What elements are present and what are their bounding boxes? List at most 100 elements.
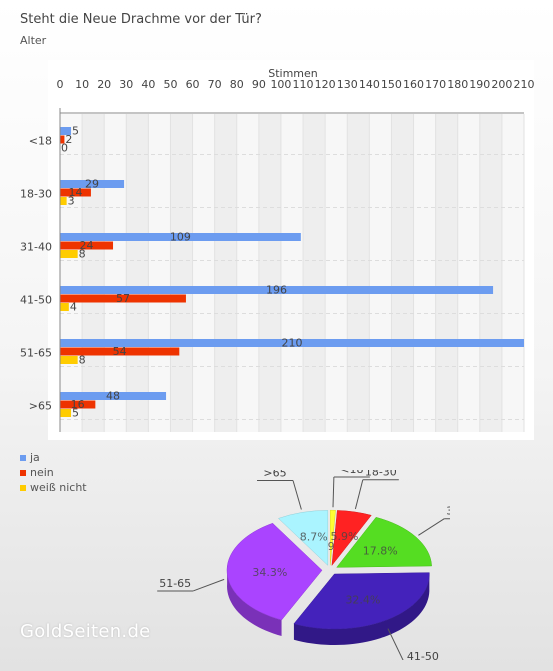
- bar-value-label: 5: [72, 125, 79, 138]
- grid-band: [126, 114, 149, 432]
- pie-callout-line: [193, 578, 225, 592]
- pie-slice: [331, 510, 372, 567]
- bar: [60, 347, 180, 356]
- chart-subtitle: Alter: [20, 34, 47, 47]
- bar-value-label: 109: [170, 231, 191, 244]
- bar-value-label: 4: [70, 301, 77, 314]
- grid-band: [170, 114, 193, 432]
- pie-value-label: 5.9%: [330, 530, 358, 543]
- pie-callout-line: [418, 518, 445, 536]
- chart-title: Steht die Neue Drachme vor der Tür?: [20, 12, 262, 27]
- pie-category-label: <18: [340, 470, 363, 476]
- legend-swatch-weiss-nicht: [20, 484, 26, 491]
- bar-value-label: 14: [68, 186, 82, 199]
- x-tick-label: 70: [208, 78, 222, 91]
- pie-slice: [226, 522, 323, 621]
- legend-item-nein: nein: [20, 465, 87, 480]
- bar-value-label: 2: [65, 133, 72, 146]
- bar: [60, 400, 96, 409]
- bar-value-label: 24: [80, 239, 94, 252]
- pie-category-label: 31-40: [446, 505, 450, 518]
- legend-label-ja: ja: [30, 451, 40, 464]
- pie-callout-line: [292, 480, 302, 510]
- x-tick-label: 30: [119, 78, 133, 91]
- bar-value-label: 196: [266, 284, 287, 297]
- x-tick-label: 160: [403, 78, 424, 91]
- bar: [60, 241, 114, 250]
- legend-swatch-ja: [20, 454, 26, 461]
- bar-chart: 0 10 20 30 40 50 60 70 80 90 100 110 120 130 140 150 160…: [20, 60, 535, 440]
- x-tick-label: 10: [75, 78, 89, 91]
- x-tick-label: 90: [252, 78, 266, 91]
- bar-value-label: 8: [79, 248, 86, 261]
- bar: [60, 135, 65, 144]
- bar-value-label: 29: [85, 178, 99, 191]
- pie-category-label: 41-50: [407, 650, 439, 660]
- pie-value-label: 8.7%: [300, 530, 328, 543]
- bar-value-label: 8: [79, 354, 86, 367]
- bar-value-label: 5: [72, 407, 79, 420]
- x-tick-label: 40: [141, 78, 155, 91]
- legend-item-ja: ja: [20, 450, 87, 465]
- pie-callout-line: [332, 477, 335, 508]
- x-tick-label: 130: [337, 78, 358, 91]
- x-tick-label: 0: [57, 78, 64, 91]
- bar: [60, 303, 69, 311]
- grid-band: [479, 114, 502, 432]
- bar-value-label: 48: [106, 390, 120, 403]
- pie-chart: 0.9%5.9%17.8%32.4%34.3%8.7%<1818-3031-40…: [157, 470, 450, 660]
- bar: [60, 233, 301, 241]
- bar-value-label: 0: [61, 142, 68, 155]
- grid-band: [303, 114, 326, 432]
- pie-slice-side: [227, 567, 282, 637]
- bar: [60, 392, 167, 400]
- bar-value-label: 16: [71, 398, 85, 411]
- grid-band: [258, 114, 281, 432]
- y-tick-label: 51-65: [20, 347, 52, 360]
- pie-value-label: 17.8%: [363, 545, 398, 558]
- x-tick-label: 100: [270, 78, 291, 91]
- x-tick-label: 150: [381, 78, 402, 91]
- x-tick-label: 80: [230, 78, 244, 91]
- pie-category-label: 18-30: [365, 470, 397, 479]
- y-tick-label: 41-50: [20, 294, 52, 307]
- x-axis-title: Stimmen: [268, 67, 318, 80]
- bar: [60, 127, 72, 135]
- bar: [60, 250, 78, 258]
- grid-band: [347, 114, 370, 432]
- x-tick-label: 210: [514, 78, 535, 91]
- legend-label-nein: nein: [30, 466, 54, 479]
- x-tick-label: 190: [469, 78, 490, 91]
- x-tick-label: 50: [163, 78, 177, 91]
- x-tick-label: 140: [359, 78, 380, 91]
- y-tick-label: <18: [29, 135, 52, 148]
- x-tick-label: 170: [425, 78, 446, 91]
- bar-value-label: 3: [68, 195, 75, 208]
- bar: [60, 180, 125, 188]
- pie-slice: [336, 517, 432, 568]
- x-tick-label: 180: [447, 78, 468, 91]
- grid-band: [82, 114, 105, 432]
- x-tick-label: 20: [97, 78, 111, 91]
- grid-band: [214, 114, 237, 432]
- bar-value-label: 54: [113, 345, 127, 358]
- x-tick-label: 200: [491, 78, 512, 91]
- bar-value-label: 210: [282, 337, 303, 350]
- pie-callout-line: [354, 479, 364, 510]
- x-tick-label: 120: [315, 78, 336, 91]
- pie-value-label: 32.4%: [345, 593, 380, 606]
- pie-category-label: >65: [263, 470, 286, 479]
- pie-category-label: 51-65: [159, 577, 191, 590]
- bar: [60, 286, 494, 294]
- grid-band: [391, 114, 414, 432]
- pie-slice: [329, 509, 336, 566]
- pie-value-label: 34.3%: [252, 566, 287, 579]
- x-tick-label: 60: [186, 78, 200, 91]
- watermark-logo: GoldSeiten.de: [20, 621, 151, 642]
- bar: [60, 197, 67, 205]
- legend-label-weiss-nicht: weiß nicht: [30, 481, 87, 494]
- bar: [60, 188, 91, 197]
- y-tick-label: 31-40: [20, 241, 52, 254]
- pie-callout-line: [387, 628, 404, 660]
- x-tick-label: 110: [293, 78, 314, 91]
